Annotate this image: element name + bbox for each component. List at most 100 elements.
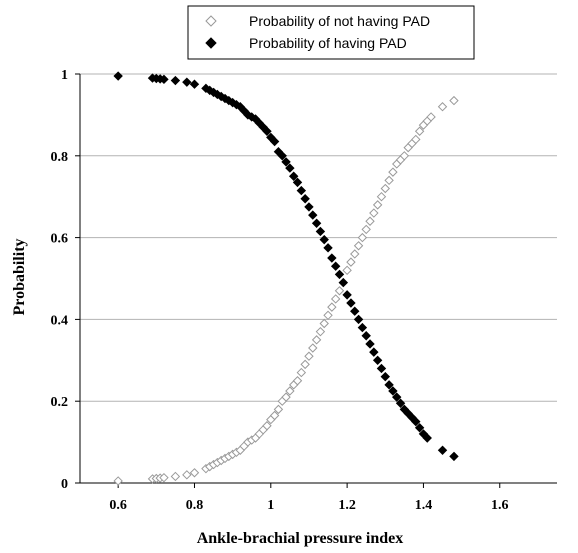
gridlines — [80, 73, 557, 402]
data-point-having-pad — [384, 380, 394, 390]
data-point-not-having-pad — [285, 386, 295, 396]
data-point-not-having-pad — [414, 126, 425, 136]
legend-marker-open-diamond — [205, 15, 217, 27]
y-tick-label: 0.4 — [51, 313, 69, 328]
data-point-having-pad — [380, 371, 390, 382]
data-point-having-pad — [414, 423, 425, 433]
legend-label-having-pad: Probability of having PAD — [249, 35, 407, 51]
data-point-not-having-pad — [449, 95, 459, 106]
data-point-having-pad — [300, 194, 310, 204]
data-point-not-having-pad — [426, 112, 436, 122]
data-point-not-having-pad — [262, 421, 272, 431]
y-axis-title: Probability — [11, 238, 28, 315]
y-tick-label: 0.2 — [51, 395, 69, 410]
data-point-not-having-pad — [308, 343, 318, 353]
x-tick-label: 1 — [267, 498, 274, 513]
series-having-pad — [113, 71, 459, 462]
data-point-having-pad — [277, 151, 287, 161]
data-point-not-having-pad — [292, 376, 303, 386]
legend-label-not-having-pad: Probability of not having PAD — [249, 13, 430, 29]
x-tick-label: 1.4 — [415, 498, 433, 513]
data-point-having-pad — [323, 243, 333, 253]
x-axis-ticks: 0.6 0.8 1 1.2 1.4 1.6 — [109, 483, 509, 513]
legend-marker-filled-diamond — [205, 37, 217, 49]
data-point-having-pad — [365, 339, 375, 349]
data-point-having-pad — [296, 185, 307, 196]
data-point-not-having-pad — [376, 191, 387, 202]
data-point-having-pad — [170, 75, 181, 86]
data-point-having-pad — [372, 355, 383, 366]
x-tick-label: 0.6 — [109, 498, 127, 513]
data-point-having-pad — [308, 210, 318, 220]
data-point-not-having-pad — [269, 410, 280, 421]
data-point-having-pad — [315, 226, 326, 237]
data-point-having-pad — [189, 79, 200, 89]
data-point-not-having-pad — [327, 302, 337, 312]
y-tick-label: 1 — [61, 68, 68, 83]
data-point-not-having-pad — [380, 183, 390, 194]
x-tick-label: 1.2 — [338, 498, 356, 513]
y-tick-label: 0.8 — [51, 150, 69, 165]
data-point-not-having-pad — [300, 359, 310, 370]
data-point-having-pad — [159, 74, 169, 85]
data-point-not-having-pad — [113, 476, 123, 486]
data-point-having-pad — [182, 77, 192, 87]
data-point-not-having-pad — [369, 208, 379, 218]
data-point-not-having-pad — [296, 367, 307, 378]
data-point-having-pad — [392, 392, 402, 402]
data-point-not-having-pad — [361, 224, 371, 235]
data-point-having-pad — [319, 234, 329, 245]
data-point-not-having-pad — [365, 216, 375, 226]
data-point-having-pad — [281, 157, 291, 167]
data-point-not-having-pad — [159, 472, 169, 483]
data-point-having-pad — [346, 298, 356, 308]
data-point-having-pad — [342, 290, 352, 300]
data-point-not-having-pad — [372, 200, 383, 210]
y-tick-label: 0 — [61, 477, 68, 492]
data-point-having-pad — [292, 177, 303, 188]
x-tick-label: 0.8 — [186, 498, 204, 513]
data-point-having-pad — [330, 261, 341, 271]
data-point-not-having-pad — [384, 175, 394, 186]
data-point-not-having-pad — [399, 151, 410, 161]
data-point-having-pad — [113, 71, 123, 81]
data-point-not-having-pad — [411, 134, 421, 145]
data-point-not-having-pad — [182, 470, 192, 480]
data-point-having-pad — [350, 306, 360, 316]
data-point-having-pad — [388, 386, 398, 396]
data-point-not-having-pad — [170, 471, 181, 482]
data-point-not-having-pad — [437, 102, 448, 112]
x-axis-title: Ankle-brachial pressure index — [197, 530, 404, 547]
data-point-having-pad — [422, 433, 432, 443]
data-point-not-having-pad — [357, 232, 368, 243]
data-point-not-having-pad — [311, 335, 322, 345]
data-point-having-pad — [353, 314, 364, 325]
data-point-having-pad — [262, 126, 272, 136]
data-point-not-having-pad — [346, 257, 356, 267]
data-point-not-having-pad — [350, 249, 360, 259]
data-point-having-pad — [369, 347, 379, 357]
data-point-having-pad — [437, 445, 448, 455]
legend-box — [187, 5, 475, 60]
data-point-not-having-pad — [353, 241, 364, 251]
data-point-not-having-pad — [342, 265, 352, 276]
data-point-having-pad — [269, 136, 280, 147]
data-point-having-pad — [285, 163, 295, 173]
data-point-not-having-pad — [281, 392, 291, 402]
data-series — [113, 71, 459, 486]
data-point-having-pad — [338, 277, 349, 288]
data-point-having-pad — [334, 269, 345, 280]
data-point-having-pad — [361, 331, 371, 341]
data-point-having-pad — [311, 218, 322, 228]
y-tick-label: 0.6 — [51, 232, 69, 247]
x-tick-label: 1.6 — [491, 498, 509, 513]
data-point-not-having-pad — [189, 468, 200, 478]
data-point-having-pad — [395, 398, 406, 408]
data-point-not-having-pad — [323, 310, 333, 321]
data-point-not-having-pad — [388, 167, 398, 177]
data-point-having-pad — [288, 171, 299, 181]
data-point-having-pad — [357, 322, 368, 333]
data-point-not-having-pad — [319, 318, 329, 329]
